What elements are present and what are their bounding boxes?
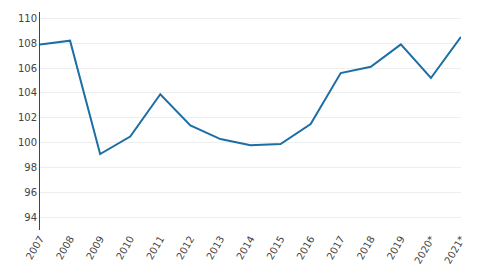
svg-text:2021*: 2021* — [442, 234, 467, 266]
svg-text:2014: 2014 — [234, 234, 256, 262]
svg-text:94: 94 — [24, 212, 37, 223]
svg-text:2009: 2009 — [84, 234, 106, 262]
svg-text:106: 106 — [18, 63, 37, 74]
svg-text:96: 96 — [24, 187, 37, 198]
svg-text:2020*: 2020* — [412, 234, 437, 266]
svg-text:2016: 2016 — [294, 234, 316, 262]
svg-text:2011: 2011 — [144, 234, 166, 262]
svg-text:98: 98 — [24, 162, 37, 173]
svg-text:2012: 2012 — [174, 234, 196, 262]
svg-text:2015: 2015 — [264, 234, 286, 262]
svg-text:2010: 2010 — [114, 234, 136, 262]
svg-text:2018: 2018 — [355, 234, 377, 262]
svg-text:2019: 2019 — [385, 234, 407, 262]
svg-text:108: 108 — [18, 38, 37, 49]
svg-text:110: 110 — [18, 13, 37, 24]
svg-text:2007: 2007 — [24, 234, 46, 262]
svg-text:2013: 2013 — [204, 234, 226, 262]
svg-text:100: 100 — [18, 137, 37, 148]
svg-text:2008: 2008 — [54, 234, 76, 262]
svg-text:2017: 2017 — [325, 234, 347, 262]
svg-text:104: 104 — [18, 87, 37, 98]
svg-text:102: 102 — [18, 112, 37, 123]
